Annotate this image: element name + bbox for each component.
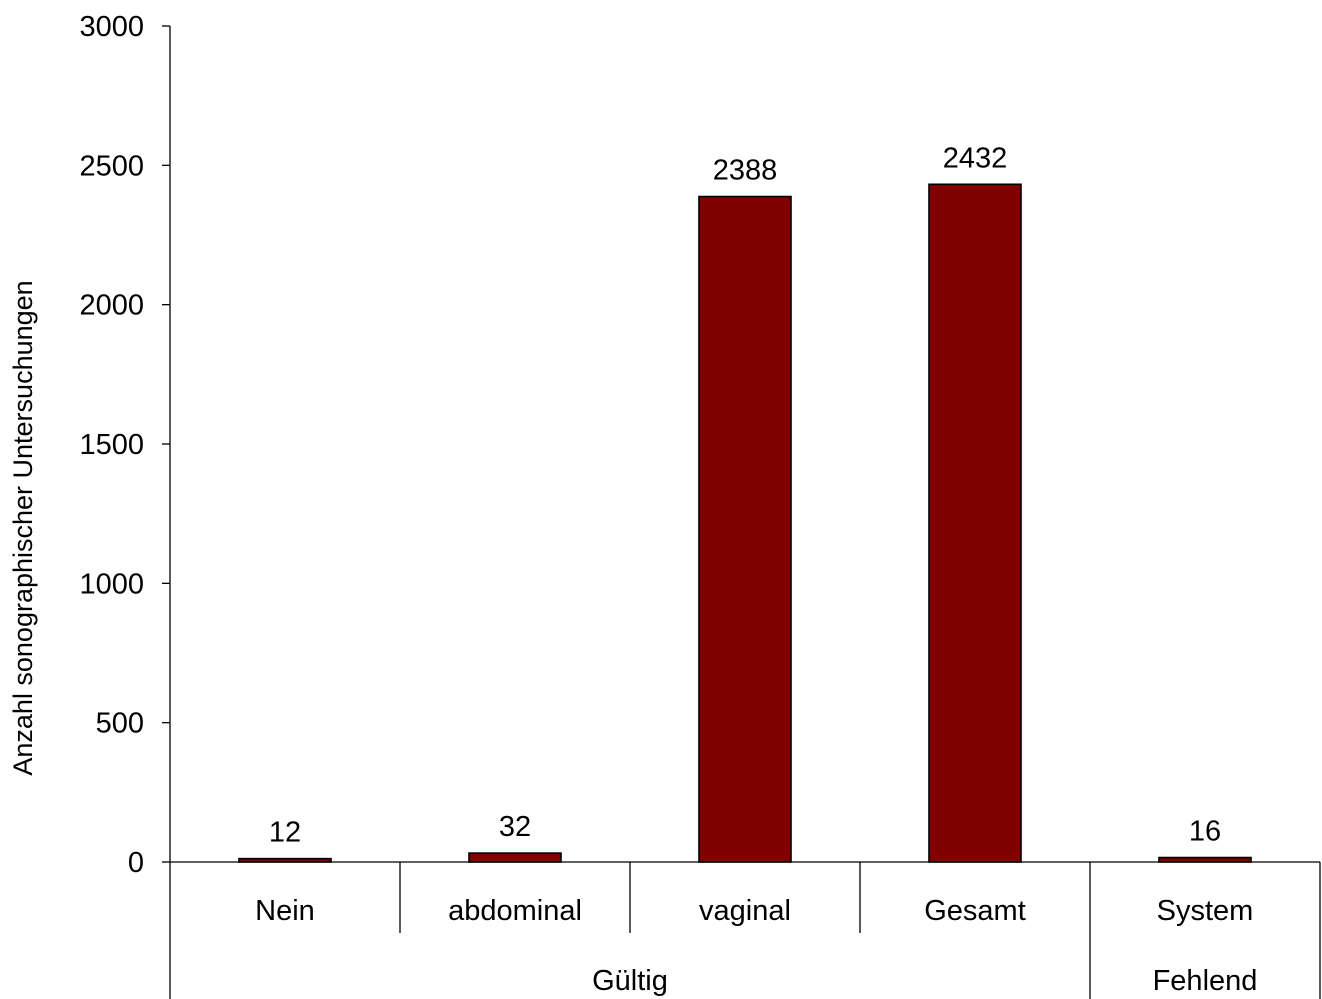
x-tick-label-nein: Nein — [255, 895, 315, 927]
x-tick-label-vaginal: vaginal — [699, 895, 791, 927]
x-tick-label-abdominal: abdominal — [448, 895, 582, 927]
y-axis-ticks: 0 500 1000 1500 2000 2500 3000 — [79, 11, 170, 879]
y-tick-label: 1500 — [79, 429, 144, 461]
data-label-nein: 12 — [269, 817, 301, 849]
x-tick-label-gesamt: Gesamt — [924, 895, 1026, 927]
data-label-abdominal: 32 — [499, 811, 531, 843]
bar-system — [1158, 856, 1252, 863]
y-axis-title: Anzahl sonographischer Untersuchungen — [8, 280, 38, 775]
y-tick-label: 1000 — [79, 568, 144, 600]
y-tick-label: 2000 — [79, 290, 144, 322]
x-group-label-fehlend: Fehlend — [1153, 965, 1258, 997]
y-tick-label: 2500 — [79, 150, 144, 182]
bars: 12 32 2388 2432 16 — [238, 142, 1252, 863]
y-tick-label: 500 — [96, 708, 144, 740]
data-label-system: 16 — [1189, 816, 1221, 848]
x-tick-label-system: System — [1157, 895, 1254, 927]
data-label-vaginal: 2388 — [713, 155, 778, 187]
x-group-label-gültig: Gültig — [592, 965, 668, 997]
bar-abdominal — [468, 852, 562, 863]
y-tick-label: 0 — [128, 847, 144, 879]
bar-gesamt — [928, 183, 1022, 863]
x-axis-categories: Nein abdominal vaginal Gesamt System Gültig Fe… — [255, 862, 1321, 999]
bar-vaginal — [698, 195, 792, 863]
y-tick-label: 3000 — [79, 11, 144, 43]
bar-nein — [238, 857, 332, 863]
data-label-gesamt: 2432 — [943, 142, 1008, 174]
